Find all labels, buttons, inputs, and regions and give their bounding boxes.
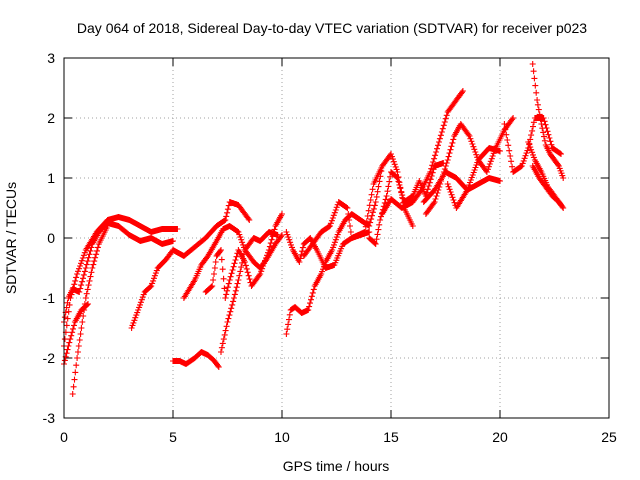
- y-tick-label: -1: [43, 290, 56, 306]
- series-track-16: [444, 145, 503, 211]
- x-tick-label: 10: [274, 429, 290, 445]
- plus-markers: [180, 223, 285, 301]
- y-tick-label: 3: [47, 50, 55, 66]
- series-track-5: [128, 199, 253, 331]
- plus-markers: [128, 199, 253, 331]
- series-track-17: [420, 169, 503, 205]
- series-track-15: [422, 115, 517, 217]
- series-track-7: [180, 223, 285, 301]
- y-tick-label: 0: [47, 230, 55, 246]
- series-track-21: [529, 163, 567, 211]
- x-tick-label: 15: [383, 429, 399, 445]
- series-track-14: [379, 88, 466, 217]
- plus-markers: [61, 214, 181, 349]
- plus-markers: [529, 163, 567, 211]
- y-tick-label: -3: [43, 410, 56, 426]
- y-tick-label: -2: [43, 350, 56, 366]
- series-track-1: [61, 214, 181, 349]
- y-tick-label: 1: [47, 170, 55, 186]
- plus-markers: [283, 163, 386, 337]
- x-tick-label: 25: [601, 429, 617, 445]
- x-axis-label: GPS time / hours: [283, 458, 390, 474]
- chart-title: Day 064 of 2018, Sidereal Day-to-day VTE…: [77, 20, 587, 36]
- series-track-9: [218, 229, 281, 355]
- plus-markers: [529, 61, 567, 181]
- plus-markers: [420, 169, 503, 205]
- plus-markers: [422, 115, 517, 217]
- y-tick-label: 2: [47, 110, 55, 126]
- y-tick-labels: -3 -2 -1 0 1 2 3: [43, 50, 56, 426]
- x-tick-label: 5: [169, 429, 177, 445]
- plus-markers: [218, 229, 281, 355]
- series-track-13: [366, 160, 447, 247]
- plus-markers: [379, 88, 466, 217]
- plus-markers: [366, 160, 447, 247]
- plus-markers: [170, 349, 222, 370]
- y-axis-label: SDTVAR / TECUs: [3, 182, 19, 294]
- series-track-11: [283, 163, 386, 337]
- series-track-6: [170, 349, 222, 370]
- x-tick-labels: 0 5 10 15 20 25: [60, 429, 617, 445]
- plot-frame: [63, 57, 610, 419]
- series-track-18: [529, 61, 567, 181]
- x-tick-label: 0: [60, 429, 68, 445]
- data-marks: [61, 61, 567, 397]
- x-tick-label: 20: [492, 429, 508, 445]
- plus-markers: [444, 145, 503, 211]
